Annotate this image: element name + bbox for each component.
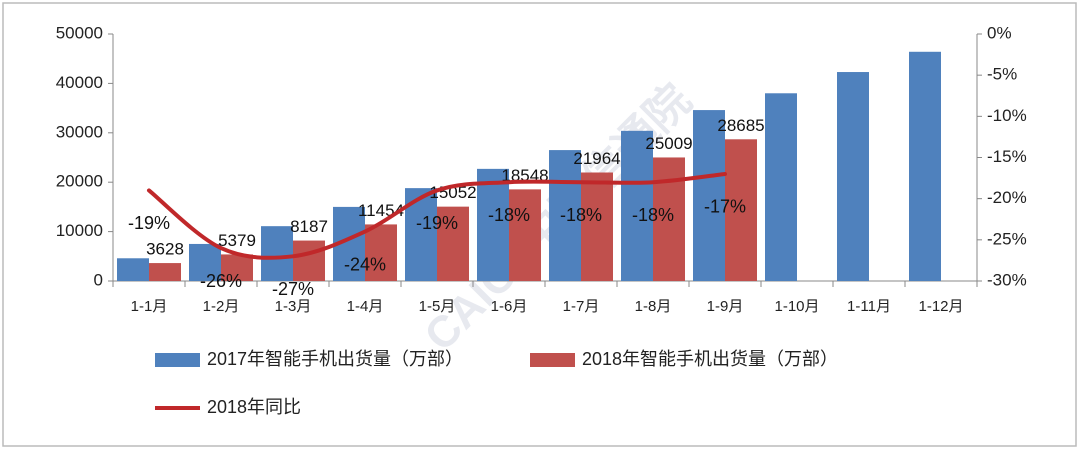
bar	[261, 226, 293, 281]
data-label: 5379	[218, 231, 256, 250]
x-tick-label: 1-9月	[707, 298, 744, 315]
y2-tick-label: -25%	[987, 229, 1027, 248]
y2-tick-label: -10%	[987, 106, 1027, 125]
data-label: 21964	[573, 149, 620, 168]
bar	[437, 206, 469, 281]
bar	[549, 150, 581, 281]
plot: 0 10000 20000 30000 40000 50000 -30% -25% -20% -1…	[56, 23, 1027, 416]
x-tick-label: 1-10月	[774, 298, 819, 315]
data-label: -26%	[200, 271, 242, 291]
bar	[477, 168, 509, 281]
data-label: 3628	[146, 240, 184, 259]
bar	[693, 110, 725, 282]
data-label: 28685	[717, 116, 764, 135]
bar	[837, 72, 869, 282]
x-tick-label: 1-8月	[635, 298, 672, 315]
legend-label: 2018年同比	[207, 397, 301, 417]
y-tick-label: 10000	[56, 221, 103, 240]
data-label: -18%	[488, 205, 530, 225]
x-tick-label: 1-3月	[275, 298, 312, 315]
line	[147, 171, 727, 260]
data-label: -19%	[416, 213, 458, 233]
x-tick-label: 1-1月	[131, 298, 168, 315]
data-label: -24%	[344, 254, 386, 274]
x-tick-label: 1-6月	[491, 298, 528, 315]
bar	[221, 254, 253, 281]
data-label: 25009	[645, 134, 692, 153]
legend-swatch	[155, 353, 200, 367]
y-tick-label: 0	[94, 270, 103, 289]
y2-tick-label: 0%	[987, 23, 1012, 42]
bar	[581, 172, 613, 281]
x-tick-label: 1-12月	[918, 298, 963, 315]
bar	[117, 258, 149, 281]
y2-tick-label: -20%	[987, 188, 1027, 207]
bar	[765, 93, 797, 281]
y2-tick-label: -30%	[987, 270, 1027, 289]
bar	[149, 263, 181, 281]
data-label: -18%	[560, 205, 602, 225]
legend-swatch	[530, 353, 575, 367]
data-label: -17%	[704, 197, 746, 217]
x-tick-label: 1-11月	[847, 298, 891, 315]
bar	[189, 243, 221, 281]
x-tick-label: 1-5月	[419, 298, 456, 315]
y2-tick-label: -5%	[987, 65, 1017, 84]
x-tick-label: 1-2月	[203, 298, 240, 315]
x-tick-label: 1-4月	[347, 298, 384, 315]
data-label: 8187	[290, 217, 328, 236]
bar	[621, 130, 653, 281]
y-tick-label: 50000	[56, 23, 103, 42]
bar	[293, 240, 325, 281]
y-tick-label: 40000	[56, 73, 103, 92]
legend-label: 2018年智能手机出货量（万部）	[582, 349, 838, 369]
y-tick-label: 30000	[56, 122, 103, 141]
bar	[909, 51, 941, 282]
data-label: -19%	[128, 213, 170, 233]
data-label: -18%	[632, 205, 674, 225]
bar	[509, 189, 541, 281]
bar	[365, 224, 397, 281]
bar	[725, 139, 757, 281]
data-label: -27%	[272, 279, 314, 299]
y-tick-label: 20000	[56, 172, 103, 191]
y2-tick-label: -15%	[987, 147, 1027, 166]
legend-label: 2017年智能手机出货量（万部）	[207, 349, 463, 369]
x-tick-label: 1-7月	[563, 298, 600, 315]
